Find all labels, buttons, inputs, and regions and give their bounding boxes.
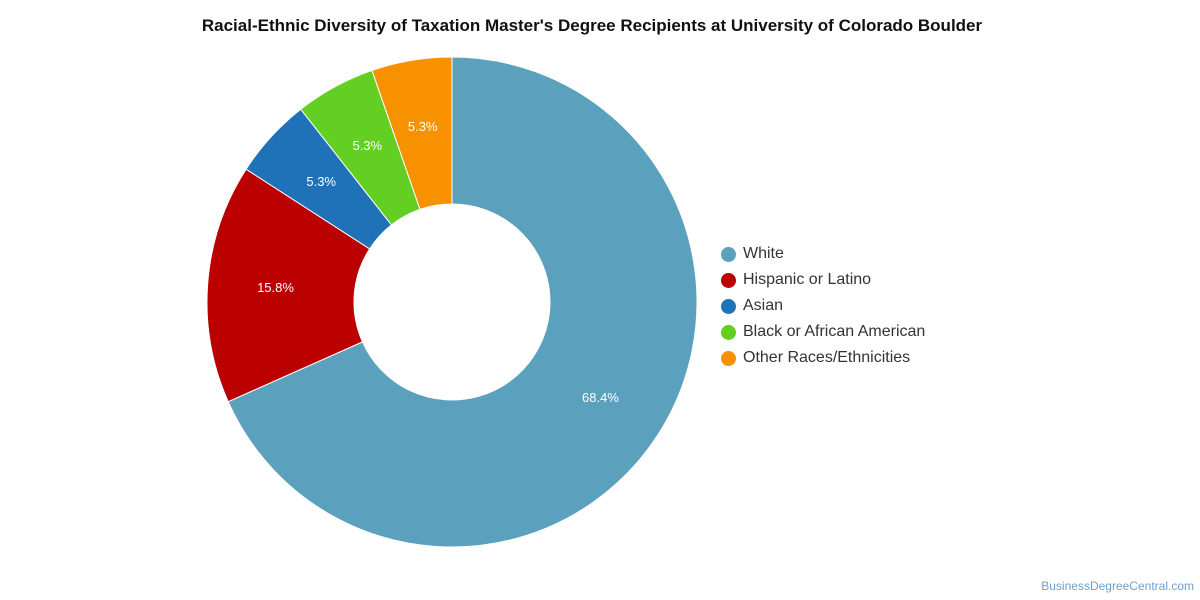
slice-white[interactable] — [227, 56, 698, 548]
data-label-other-races-ethnicities: 5.3% — [408, 119, 438, 134]
legend-label: Other Races/Ethnicities — [743, 349, 911, 366]
legend-item-hispanic-or-latino[interactable]: Hispanic or Latino — [721, 267, 925, 293]
data-label-asian: 5.3% — [306, 174, 336, 189]
legend-swatch-icon — [721, 246, 736, 262]
data-label-white: 68.4% — [582, 390, 619, 405]
data-label-hispanic-or-latino: 15.8% — [257, 280, 294, 295]
legend-label: White — [743, 245, 784, 262]
legend-item-other-races-ethnicities[interactable]: Other Races/Ethnicities — [721, 345, 925, 371]
slice-other-races-ethnicities[interactable] — [371, 56, 453, 211]
legend-label: Asian — [743, 297, 784, 314]
legend-swatch-icon — [721, 350, 736, 366]
legend-item-black-or-african-american[interactable]: Black or African American — [721, 319, 925, 345]
legend-item-white[interactable]: White — [721, 241, 925, 267]
source-label[interactable]: BusinessDegreeCentral.com — [1041, 579, 1194, 593]
legend-swatch-icon — [721, 324, 736, 340]
legend-label: Hispanic or Latino — [743, 271, 872, 288]
legend-item-asian[interactable]: Asian — [721, 293, 925, 319]
chart-legend: White Hispanic or Latino Asian Black or Afr… — [721, 241, 925, 371]
legend-label: Black or African American — [743, 323, 926, 340]
data-label-black-or-african-american: 5.3% — [352, 138, 382, 153]
legend-swatch-icon — [721, 298, 736, 314]
legend-swatch-icon — [721, 272, 736, 288]
chart-title: Racial-Ethnic Diversity of Taxation Mast… — [201, 16, 983, 35]
slice-hispanic-or-latino[interactable] — [206, 168, 371, 403]
